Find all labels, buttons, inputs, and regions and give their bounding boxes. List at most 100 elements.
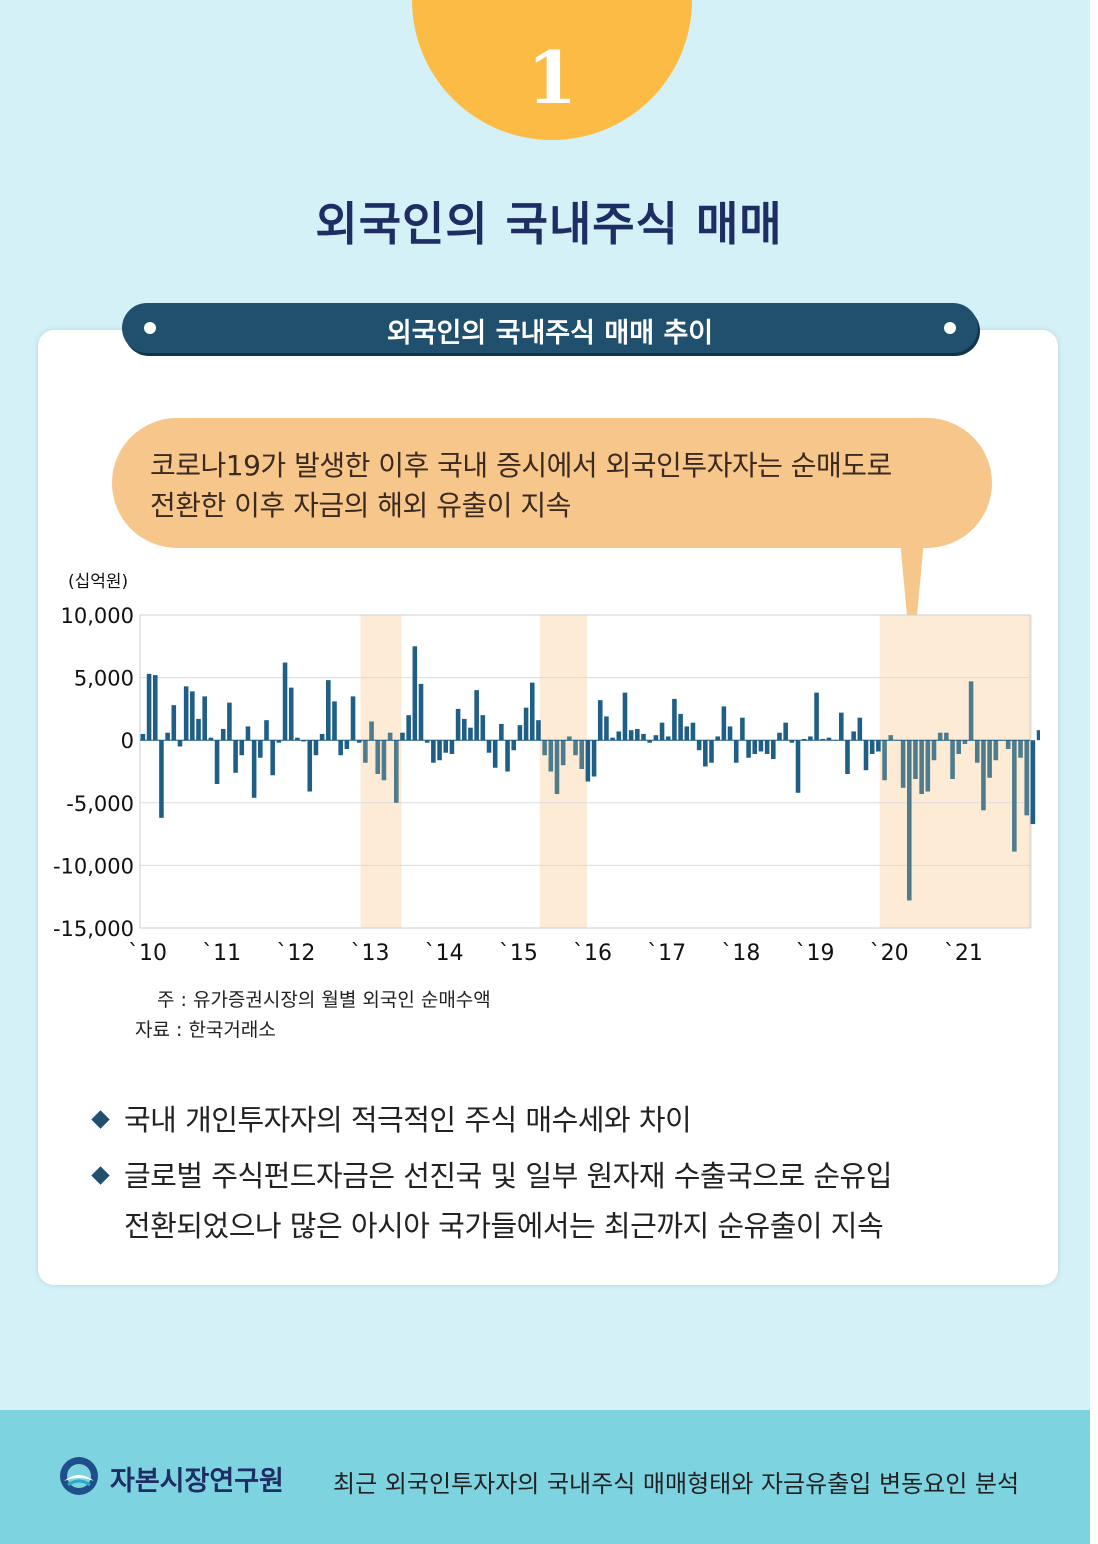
bar — [616, 731, 622, 741]
page-title: 외국인의 국내주식 매매 — [315, 197, 783, 251]
bar — [678, 713, 683, 741]
bullet-line: 전환되었으나 많은 아시아 국가들에서는 최근까지 순유출이 지속 — [124, 1209, 884, 1243]
bar — [845, 740, 850, 775]
bar — [381, 740, 387, 781]
x-tick-label: `12 — [276, 941, 315, 966]
bar — [622, 692, 628, 741]
bar — [474, 690, 479, 741]
bar — [944, 732, 949, 741]
bar — [264, 720, 269, 741]
bar — [177, 740, 183, 747]
bar — [332, 701, 337, 741]
bar — [740, 717, 745, 741]
y-tick-label: -10,000 — [53, 854, 134, 878]
bar — [906, 740, 912, 901]
section-number-badge: 1 — [412, 0, 692, 140]
bar — [1036, 730, 1040, 741]
bar — [251, 740, 257, 798]
bar — [758, 740, 764, 752]
x-tick-label: `16 — [573, 941, 612, 966]
x-tick-label: `11 — [202, 941, 241, 966]
bar — [239, 740, 245, 756]
plot-frame — [139, 614, 1031, 929]
bar — [406, 715, 411, 741]
bar — [752, 740, 758, 754]
bar — [653, 735, 659, 741]
chart-note: 주 : 유가증권시장의 월별 외국인 순매수액 — [157, 989, 491, 1011]
x-tick-label: `17 — [647, 941, 686, 966]
bar — [554, 740, 560, 795]
bar — [1030, 740, 1036, 825]
bar — [276, 740, 282, 743]
bar — [443, 740, 449, 753]
bar — [548, 740, 554, 772]
bar — [771, 740, 776, 759]
bar — [764, 740, 770, 754]
bar — [536, 720, 541, 741]
bar — [641, 733, 646, 741]
bar — [486, 740, 492, 753]
kcmi-logo-icon — [60, 1457, 98, 1495]
bar — [839, 712, 844, 741]
y-tick-label: 10,000 — [61, 604, 134, 628]
bar — [418, 683, 424, 741]
bar — [258, 740, 263, 758]
bar — [468, 727, 473, 741]
bar — [165, 732, 170, 741]
y-tick-label: 0 — [121, 729, 134, 753]
bar — [350, 696, 356, 741]
bar — [529, 682, 535, 741]
bar — [672, 698, 677, 741]
x-tick-label: `19 — [796, 941, 835, 966]
bar — [511, 740, 517, 751]
bar — [190, 691, 195, 741]
bullet-item: 글로벌 주식펀드자금은 선진국 및 일부 원자재 수출국으로 순유입 전환되었으… — [91, 1151, 892, 1251]
callout-bubble — [112, 418, 992, 548]
bar — [597, 700, 603, 741]
bar — [196, 718, 201, 741]
callout-text: 코로나19가 발생한 이후 국내 증시에서 외국인투자자는 순매도로 전환한 이… — [150, 446, 970, 526]
bar — [505, 740, 510, 772]
bullet-item: 국내 개인투자자의 적극적인 주식 매수세와 차이 — [91, 1095, 892, 1145]
bar — [665, 736, 671, 741]
bar — [591, 740, 597, 777]
bar — [214, 740, 220, 785]
bar — [950, 740, 955, 780]
callout-line: 코로나19가 발생한 이후 국내 증시에서 외국인투자자는 순매도로 — [150, 449, 892, 482]
bar — [171, 705, 177, 741]
bar — [313, 740, 319, 756]
bar — [585, 740, 591, 782]
ribbon-dot-right — [944, 322, 956, 334]
bar — [993, 740, 999, 761]
bar — [882, 740, 887, 781]
bar — [344, 740, 350, 749]
bar — [480, 715, 486, 741]
bar — [1024, 740, 1029, 816]
bar — [499, 723, 504, 741]
bar — [394, 740, 399, 803]
x-tick-label: `18 — [721, 941, 760, 966]
bar — [288, 687, 294, 741]
bar — [696, 740, 702, 751]
x-tick-label: `20 — [870, 941, 909, 966]
x-tick-label: `21 — [944, 941, 983, 966]
bar — [270, 740, 275, 776]
bullet-line: 국내 개인투자자의 적극적인 주식 매수세와 차이 — [124, 1103, 692, 1137]
bar — [610, 737, 615, 741]
x-tick-label: `10 — [128, 941, 167, 966]
x-tick-label: `13 — [351, 941, 390, 966]
y-unit-label: (십억원) — [68, 572, 128, 592]
bar — [820, 738, 826, 741]
bar — [783, 722, 788, 741]
bar — [146, 673, 152, 741]
footer-org-name: 자본시장연구원 — [110, 1466, 284, 1497]
bar — [795, 740, 801, 793]
bar — [1012, 740, 1017, 852]
bar — [301, 740, 306, 742]
bar — [183, 686, 189, 741]
bar — [974, 740, 980, 763]
bar — [659, 722, 665, 741]
footer — [0, 1410, 1090, 1544]
chart-title: 외국인의 국내주식 매매 추이 — [386, 318, 714, 349]
